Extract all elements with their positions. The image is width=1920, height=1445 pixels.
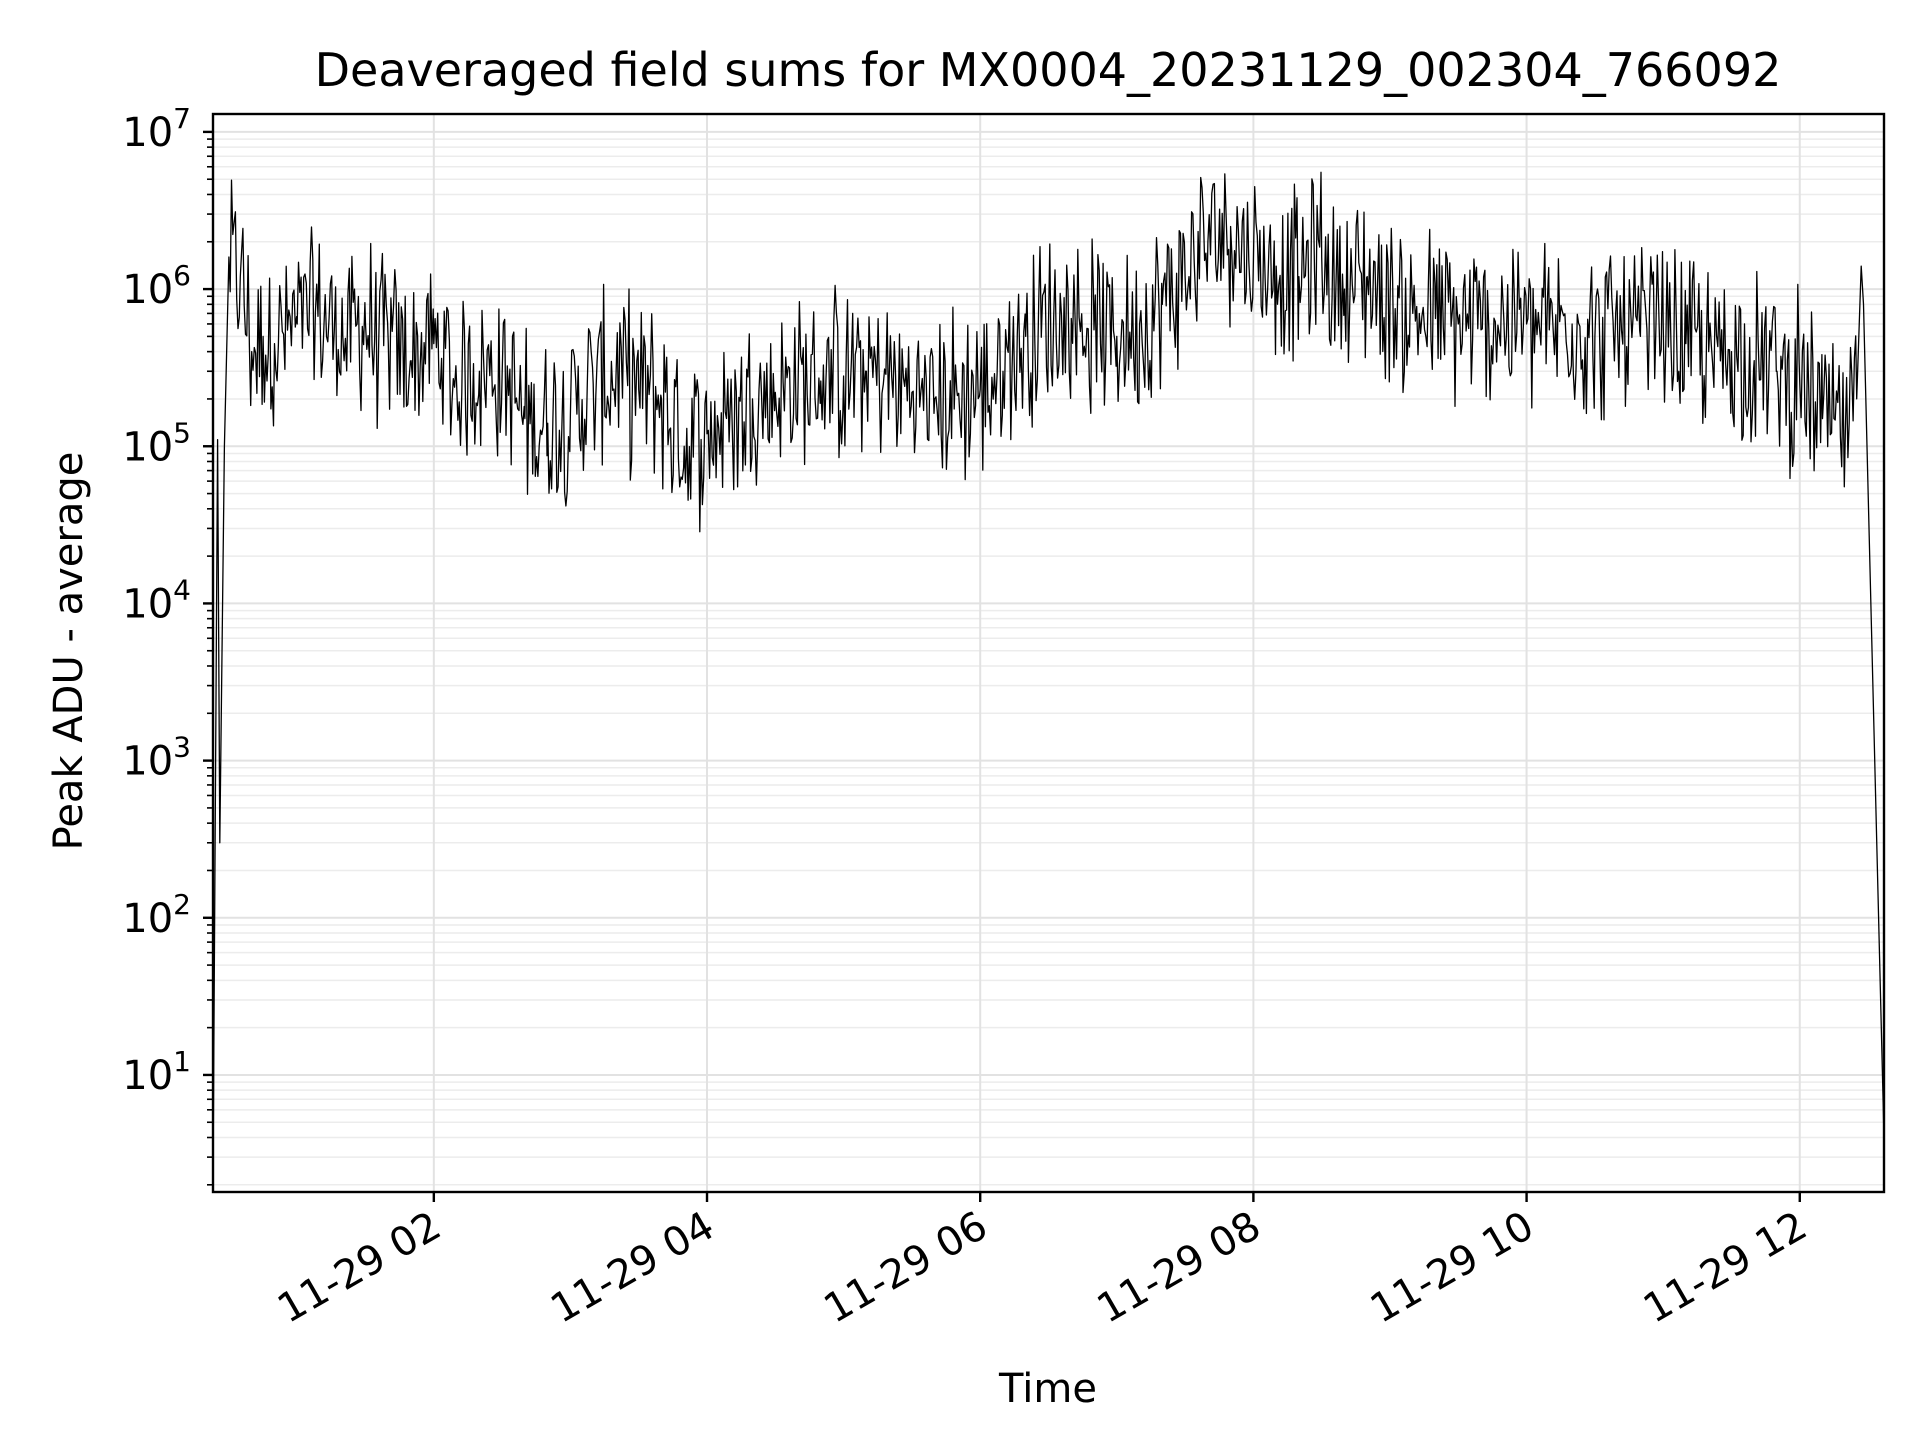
series-line: [212, 171, 1885, 1185]
y-tick-label: 102: [122, 888, 191, 942]
series-layer: [212, 171, 1885, 1185]
plot-frame: [211, 112, 1886, 1194]
y-axis-label: Peak ADU - average: [46, 452, 92, 851]
y-tick-label: 101: [122, 1045, 191, 1099]
x-tick-label: 11-29 10: [1363, 1203, 1542, 1333]
y-tick-label: 103: [122, 731, 191, 785]
x-tick-label: 11-29 08: [1090, 1203, 1269, 1333]
x-tick-label: 11-29 04: [543, 1203, 722, 1333]
y-tick-label: 105: [122, 416, 191, 470]
y-tick-label: 104: [122, 573, 191, 627]
x-tick-label: 11-29 06: [816, 1203, 995, 1333]
y-tick-label: 106: [122, 259, 191, 313]
x-axis-label: Time: [998, 1366, 1097, 1412]
ticks: [203, 130, 1801, 1202]
x-tick-label: 11-29 12: [1636, 1203, 1815, 1333]
y-tick-label: 107: [122, 102, 191, 156]
x-tick-label: 11-29 02: [270, 1203, 449, 1333]
grid: [213, 114, 1884, 1192]
chart-title: Deaveraged field sums for MX0004_2023112…: [315, 43, 1782, 97]
